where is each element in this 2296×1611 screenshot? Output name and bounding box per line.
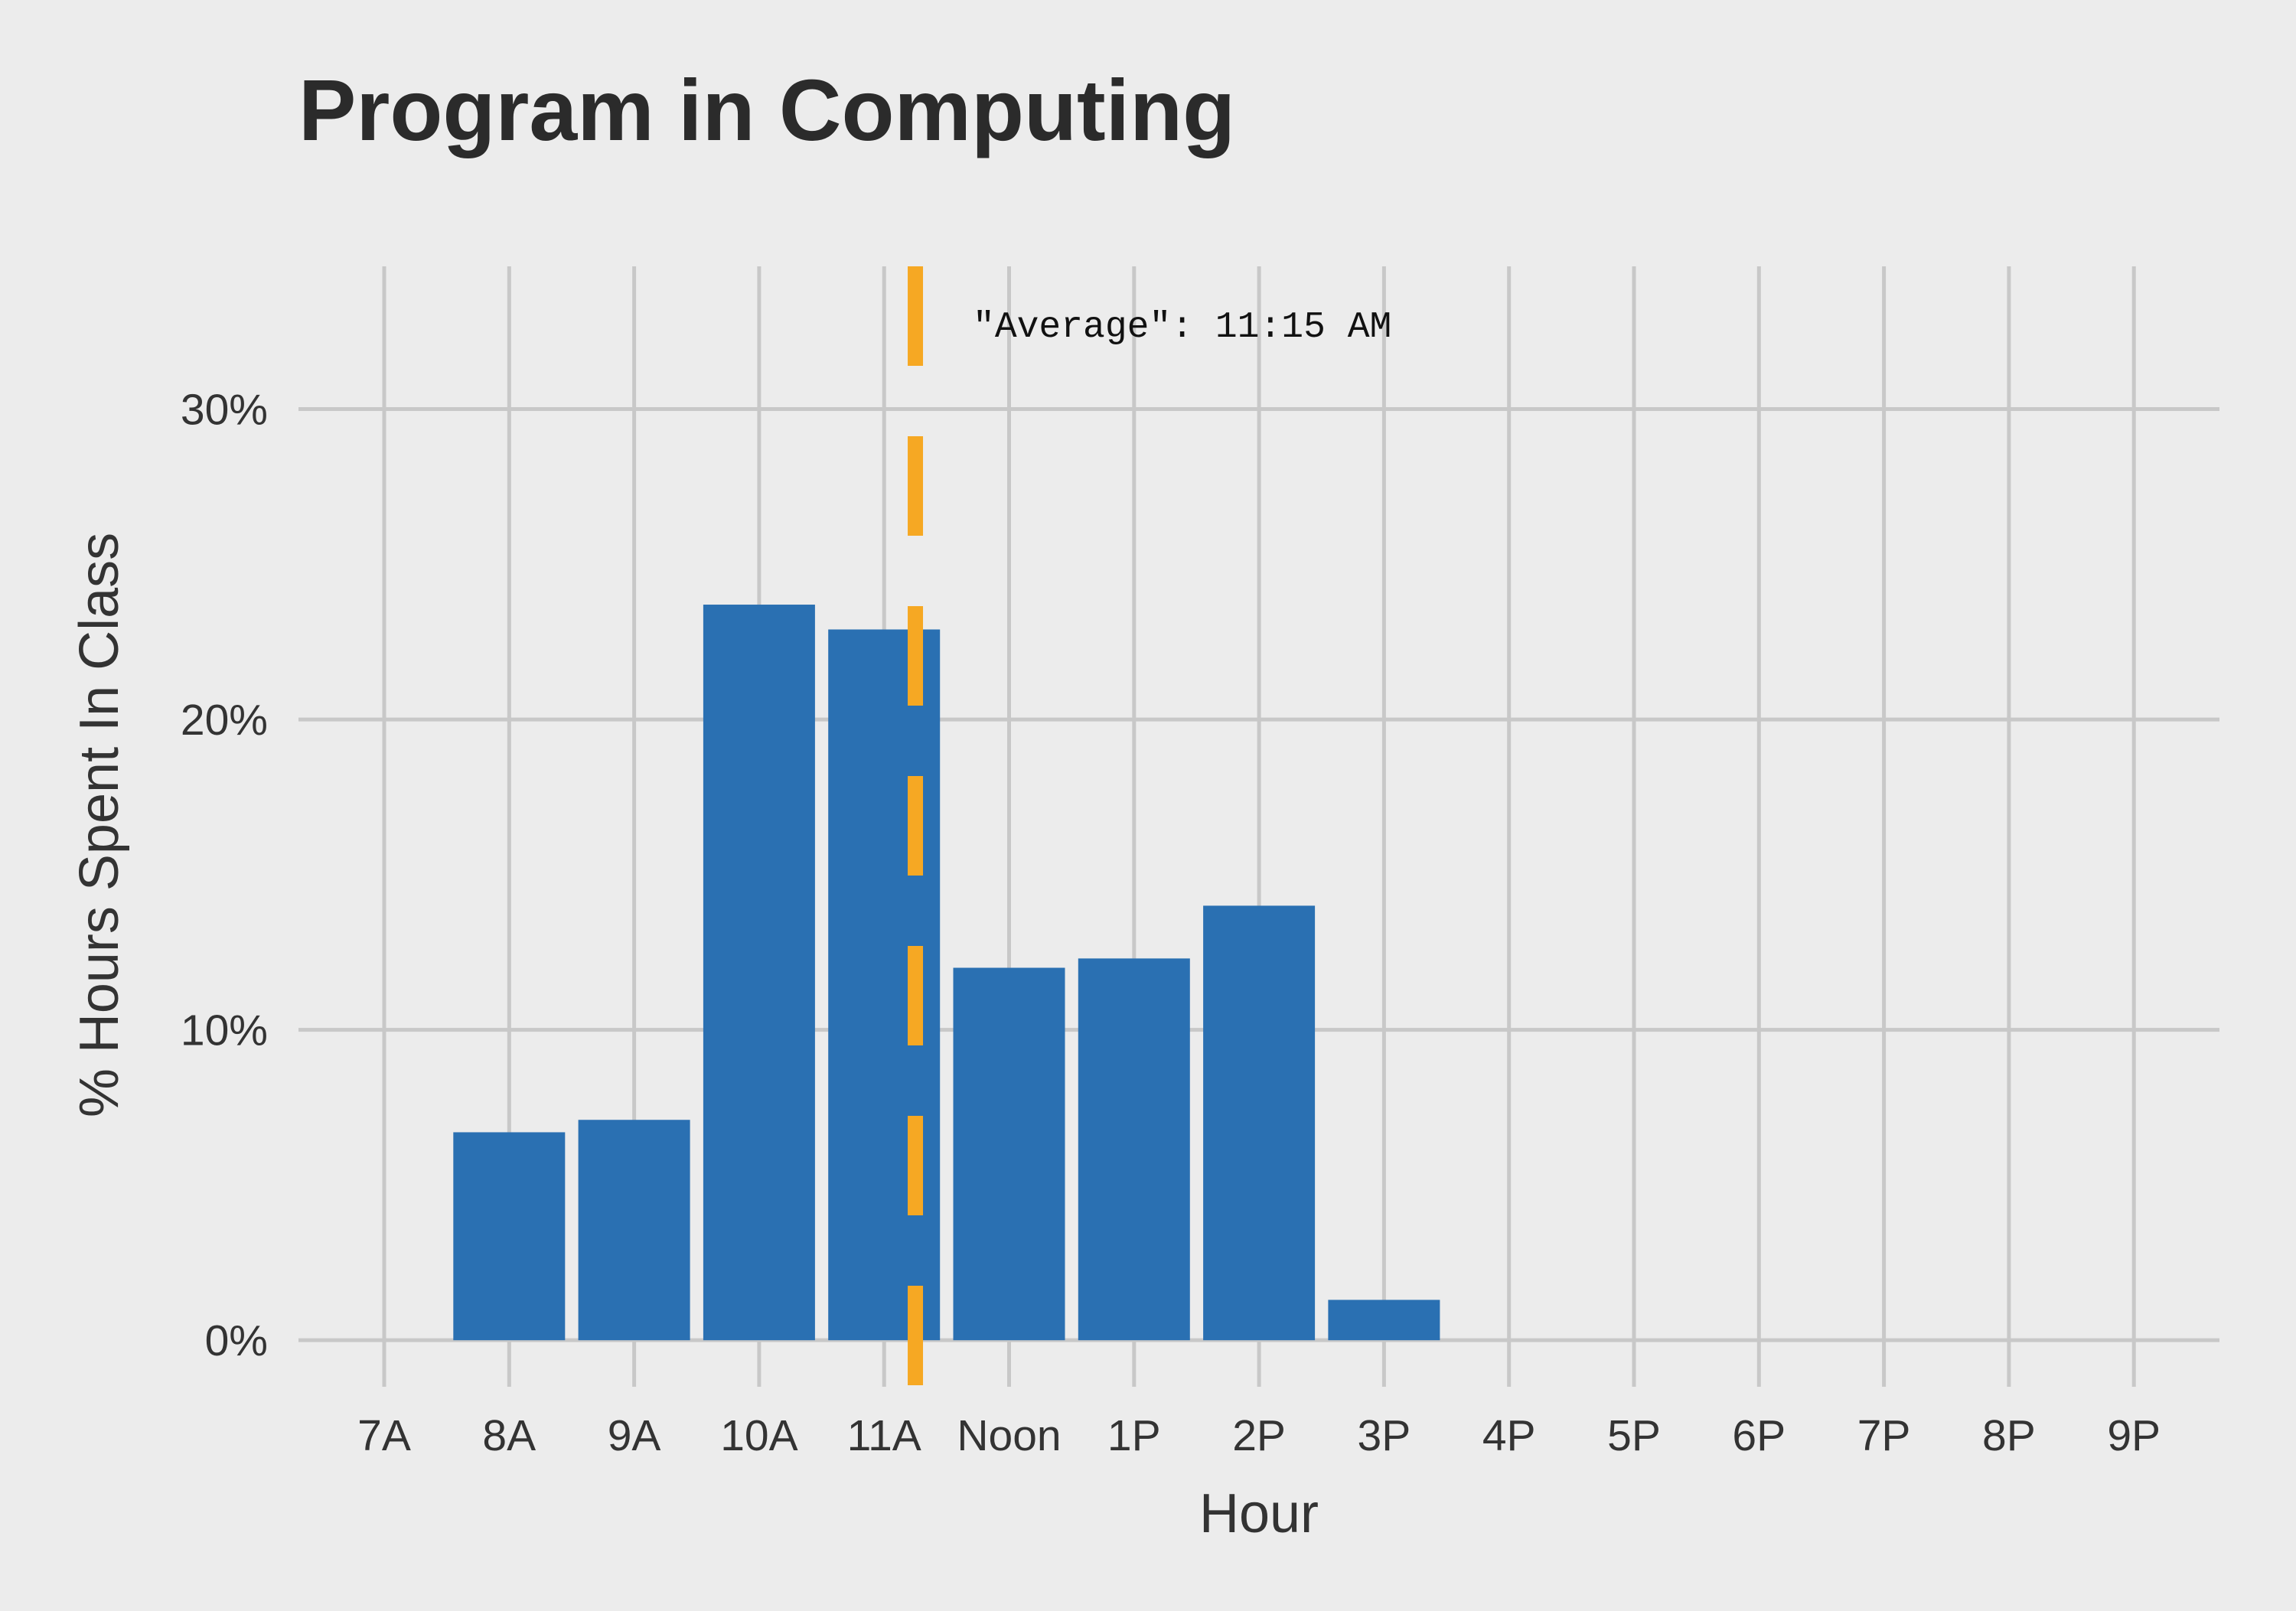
bar-11A bbox=[828, 629, 941, 1341]
bar-9A bbox=[578, 1120, 690, 1341]
bar-1P bbox=[1078, 958, 1190, 1341]
bar-2P bbox=[1203, 905, 1316, 1341]
x-axis-ticks: 7A 8A 9A 10A 11A Noon 1P 2P 3P 4P 5P 6P 7P 8P 9P bbox=[357, 1411, 2161, 1460]
x-tick-label: 7A bbox=[357, 1411, 411, 1460]
x-axis-title: Hour bbox=[1199, 1483, 1319, 1544]
average-marker: "Average": 11:15 AM bbox=[908, 266, 1391, 1387]
bar-10A bbox=[703, 605, 815, 1341]
y-tick-label: 20% bbox=[181, 696, 268, 745]
x-tick-label: Noon bbox=[957, 1411, 1061, 1460]
x-tick-label: 6P bbox=[1732, 1411, 1786, 1460]
bar-8A bbox=[453, 1132, 566, 1341]
y-tick-label: 30% bbox=[181, 386, 268, 435]
x-tick-label: 9P bbox=[2107, 1411, 2161, 1460]
y-tick-label: 10% bbox=[181, 1006, 268, 1055]
x-tick-label: 3P bbox=[1358, 1411, 1411, 1460]
bar-3P bbox=[1328, 1300, 1440, 1341]
y-axis-title: % Hours Spent In Class bbox=[69, 533, 130, 1117]
x-tick-label: 4P bbox=[1482, 1411, 1536, 1460]
average-annotation: "Average": 11:15 AM bbox=[973, 307, 1391, 348]
x-tick-label: 9A bbox=[608, 1411, 661, 1460]
chart-title: Program in Computing bbox=[298, 62, 1235, 158]
x-tick-label: 2P bbox=[1232, 1411, 1286, 1460]
y-axis-ticks: 0% 10% 20% 30% bbox=[181, 386, 268, 1366]
x-tick-label: 11A bbox=[847, 1411, 921, 1460]
y-tick-label: 0% bbox=[205, 1316, 268, 1365]
x-tick-label: 10A bbox=[720, 1411, 797, 1460]
x-tick-label: 8A bbox=[482, 1411, 536, 1460]
bar-Noon bbox=[953, 967, 1065, 1341]
x-tick-label: 5P bbox=[1607, 1411, 1661, 1460]
x-tick-label: 7P bbox=[1857, 1411, 1911, 1460]
x-tick-label: 8P bbox=[1982, 1411, 2036, 1460]
x-tick-label: 1P bbox=[1107, 1411, 1161, 1460]
